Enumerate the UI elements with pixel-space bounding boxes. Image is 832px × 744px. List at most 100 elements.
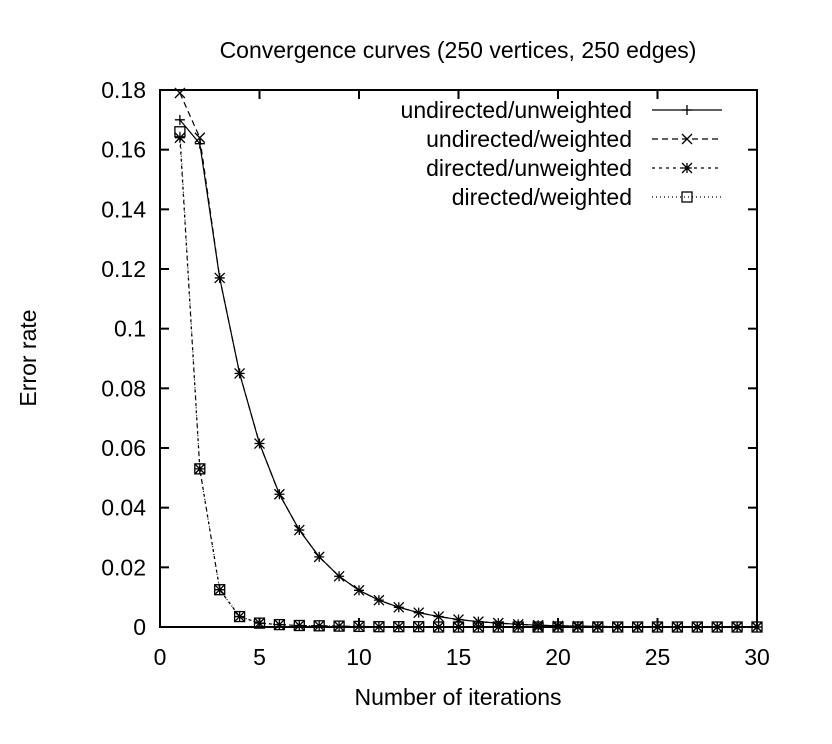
legend-label: undirected/unweighted: [401, 97, 632, 123]
cross-marker: [293, 524, 305, 536]
star-marker: [174, 132, 186, 144]
series-line: [179, 137, 757, 628]
x-tick-label: 10: [346, 644, 372, 670]
x-axis-label: Number of iterations: [354, 684, 561, 710]
square-marker: [512, 621, 524, 633]
square-marker: [472, 621, 485, 633]
legend-entry: directed/unweighted: [426, 155, 722, 181]
square-marker: [711, 621, 723, 633]
square-marker: [572, 621, 584, 633]
square-marker: [353, 620, 365, 633]
star-marker: [293, 620, 305, 631]
square-marker: [651, 621, 664, 633]
square-marker: [731, 621, 743, 633]
y-tick-label: 0.04: [101, 495, 146, 521]
star-marker: [273, 619, 285, 631]
square-marker: [532, 621, 544, 633]
square-marker: [492, 621, 504, 633]
square-marker: [452, 621, 465, 633]
legend-label: directed/weighted: [452, 184, 632, 210]
square-marker: [612, 621, 624, 633]
square-marker: [313, 620, 325, 632]
star-marker: [492, 621, 504, 633]
square-marker: [671, 621, 684, 633]
y-tick-label: 0.02: [101, 554, 146, 580]
square-marker: [233, 610, 246, 623]
star-marker: [413, 621, 425, 633]
plus-marker: [682, 105, 692, 115]
square-marker: [691, 621, 703, 633]
star-marker: [194, 463, 206, 475]
y-tick-label: 0.1: [114, 316, 146, 342]
square-marker: [174, 126, 186, 138]
star-marker: [572, 621, 584, 633]
cross-marker: [393, 601, 405, 613]
legend-entry: undirected/unweighted: [401, 97, 722, 123]
star-marker: [532, 621, 544, 633]
x-tick-label: 0: [154, 644, 167, 670]
square-marker: [253, 617, 266, 629]
cross-marker: [373, 594, 385, 606]
y-tick-label: 0.12: [101, 256, 146, 282]
cross-marker: [174, 87, 186, 99]
y-tick-label: 0.18: [101, 77, 146, 103]
star-marker: [353, 620, 365, 632]
square-marker: [214, 584, 226, 596]
square-marker: [393, 621, 405, 633]
square-marker: [273, 618, 286, 631]
square-marker: [751, 621, 763, 633]
star-marker: [254, 617, 265, 629]
legend-entry: undirected/weighted: [426, 126, 722, 152]
legend-label: directed/unweighted: [426, 155, 632, 181]
y-tick-label: 0.16: [101, 137, 146, 163]
star-marker: [333, 620, 345, 632]
square-marker: [293, 619, 305, 632]
cross-marker: [254, 438, 265, 449]
star-marker: [512, 621, 524, 633]
square-marker: [552, 621, 564, 633]
cross-marker: [413, 607, 425, 619]
cross-marker: [353, 584, 365, 596]
cross-marker: [681, 133, 693, 145]
cross-marker: [313, 551, 325, 563]
star-marker: [433, 621, 445, 633]
y-axis-label: Error rate: [15, 309, 41, 406]
legend-entry: directed/weighted: [452, 184, 722, 210]
square-marker: [413, 621, 425, 633]
cross-marker: [234, 367, 246, 379]
y-tick-label: 0.08: [101, 375, 146, 401]
cross-marker: [214, 272, 226, 284]
star-marker: [313, 620, 325, 632]
star-marker: [681, 162, 693, 174]
square-marker: [592, 621, 604, 633]
y-tick-label: 0: [133, 614, 146, 640]
star-marker: [373, 621, 385, 633]
star-marker: [234, 611, 246, 623]
cross-marker: [333, 570, 345, 582]
star-marker: [453, 621, 464, 633]
x-tick-label: 5: [253, 644, 266, 670]
square-marker: [681, 191, 693, 203]
square-marker: [194, 463, 206, 475]
x-tick-label: 30: [744, 644, 770, 670]
series-directed-weighted: [174, 126, 763, 633]
square-marker: [432, 621, 445, 633]
x-tick-label: 15: [446, 644, 472, 670]
y-tick-label: 0.14: [101, 196, 146, 222]
square-marker: [373, 621, 385, 633]
star-marker: [393, 621, 405, 633]
square-marker: [631, 621, 644, 633]
y-tick-label: 0.06: [101, 435, 146, 461]
chart-title: Convergence curves (250 vertices, 250 ed…: [220, 37, 697, 63]
star-marker: [552, 621, 564, 633]
cross-marker: [273, 488, 285, 500]
x-tick-label: 20: [545, 644, 571, 670]
legend-label: undirected/weighted: [426, 126, 632, 152]
plus-marker: [174, 114, 185, 125]
cross-marker: [433, 611, 445, 623]
star-marker: [472, 621, 484, 633]
square-marker: [333, 620, 345, 632]
cross-marker: [194, 132, 206, 144]
x-tick-label: 25: [645, 644, 671, 670]
